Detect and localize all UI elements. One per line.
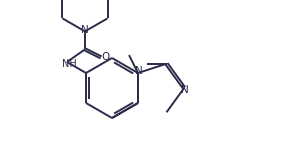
Text: NH: NH [61,59,76,69]
Text: N: N [135,66,143,76]
Text: N: N [181,85,189,95]
Text: N: N [81,25,89,35]
Text: O: O [101,52,109,62]
